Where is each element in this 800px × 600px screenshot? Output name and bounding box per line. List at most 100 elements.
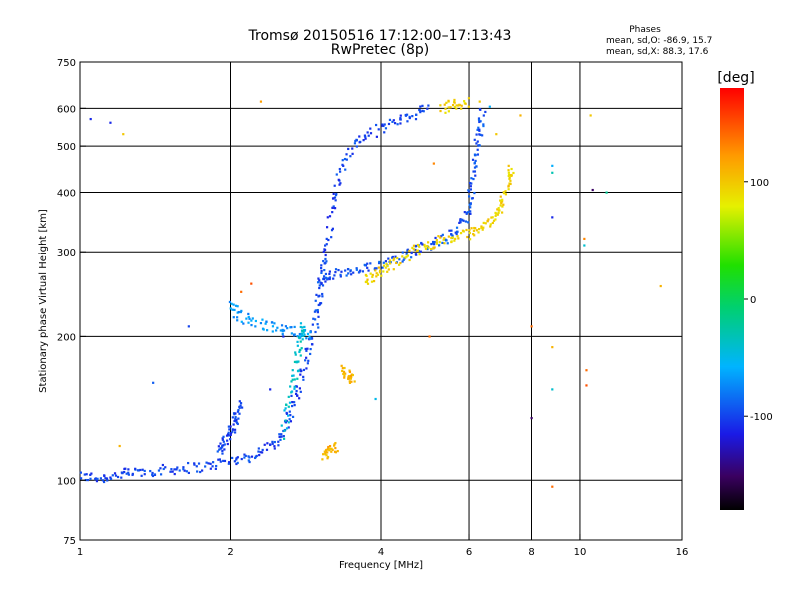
trace-1-point <box>467 211 470 214</box>
trace-0-point <box>127 473 130 476</box>
trace-2-point <box>437 235 440 238</box>
trace-0-point <box>127 468 130 471</box>
scatter-point-21 <box>659 284 662 288</box>
trace-6-point <box>341 369 344 373</box>
trace-1-point <box>405 252 408 255</box>
trace-0-point <box>259 451 262 454</box>
trace-2-point <box>472 232 475 236</box>
trace-0-point <box>364 135 367 138</box>
trace-0-point <box>288 410 291 413</box>
trace-0-point <box>254 456 257 460</box>
trace-1-point <box>458 221 461 224</box>
trace-5-point <box>293 385 296 388</box>
trace-0-point <box>333 184 336 187</box>
trace-1-point <box>478 128 481 131</box>
trace-8-point <box>238 400 241 403</box>
trace-1-point <box>347 272 350 275</box>
trace-0-point <box>334 199 337 202</box>
trace-8-point <box>238 412 241 415</box>
trace-5-point <box>291 369 294 372</box>
trace-2-point <box>507 171 510 174</box>
trace-0-point <box>170 468 173 471</box>
trace-0-point <box>89 473 92 477</box>
trace-7-point <box>321 458 324 461</box>
trace-6-point <box>349 374 353 378</box>
trace-0-point <box>173 468 176 471</box>
trace-6-point <box>343 376 346 379</box>
y-tick-label: 75 <box>63 536 76 547</box>
trace-5-point <box>287 405 290 408</box>
trace-8-point <box>223 448 226 451</box>
trace-0-point <box>414 118 418 121</box>
scatter-point-10 <box>583 244 586 247</box>
trace-0-point <box>316 323 319 326</box>
trace-8-point <box>236 422 239 426</box>
trace-1-point <box>470 182 473 185</box>
trace-2-point <box>371 275 374 278</box>
trace-1-point <box>441 233 444 236</box>
trace-0-point <box>317 326 320 329</box>
trace-0-point <box>392 119 395 122</box>
trace-0-point <box>399 117 402 120</box>
trace-2-point <box>470 227 473 230</box>
y-tick-label: 600 <box>57 104 76 115</box>
trace-3-point <box>445 101 448 104</box>
trace-5-point <box>293 387 296 390</box>
trace-0-point <box>309 352 312 356</box>
trace-5-point <box>302 331 305 334</box>
trace-2-point <box>382 270 385 273</box>
trace-0-point <box>347 147 350 151</box>
trace-0-point <box>222 459 225 463</box>
trace-2-point <box>387 268 390 271</box>
trace-8-point <box>241 406 244 409</box>
trace-8-point <box>221 449 224 453</box>
trace-1-point <box>474 174 477 177</box>
trace-0-point <box>125 472 128 475</box>
trace-4-point <box>280 324 284 327</box>
y-tick-label: 300 <box>57 248 76 259</box>
trace-2-point <box>389 259 392 262</box>
scatter-point-29 <box>478 100 481 103</box>
scatter-point-27 <box>118 444 121 448</box>
trace-0-point <box>159 467 162 470</box>
trace-1-point <box>441 241 444 245</box>
trace-2-point <box>429 247 433 251</box>
trace-0-point <box>353 142 357 145</box>
trace-8-point <box>217 445 220 448</box>
trace-1-point <box>433 240 436 244</box>
trace-0-point <box>422 110 425 113</box>
trace-5-point <box>296 377 299 380</box>
trace-2-point <box>456 235 459 238</box>
trace-1-point <box>340 270 343 273</box>
trace-3-point <box>455 107 458 110</box>
trace-1-point <box>366 266 369 269</box>
trace-1-point <box>481 134 484 137</box>
trace-1-point <box>474 159 477 163</box>
trace-0-point <box>325 260 328 263</box>
trace-6-point <box>342 372 345 376</box>
trace-0-point <box>366 131 369 134</box>
trace-0-point <box>391 120 394 123</box>
trace-1-point <box>479 108 482 111</box>
trace-0-point <box>248 456 251 459</box>
trace-6-point <box>351 373 354 377</box>
trace-0-point <box>204 465 207 468</box>
trace-1-point <box>421 243 424 246</box>
trace-2-point <box>510 167 513 171</box>
trace-4-point <box>305 337 308 340</box>
trace-2-point <box>453 239 456 242</box>
trace-0-point <box>323 277 326 281</box>
trace-2-point <box>397 263 401 266</box>
trace-0-point <box>103 474 106 477</box>
trace-2-point <box>480 225 483 228</box>
trace-0-point <box>396 123 399 126</box>
trace-0-point <box>266 442 269 445</box>
trace-0-point <box>383 131 386 134</box>
trace-1-point <box>366 262 369 265</box>
trace-4-point <box>234 304 238 307</box>
trace-7-point <box>330 447 333 450</box>
trace-4-point <box>309 337 312 340</box>
trace-0-point <box>212 461 215 464</box>
trace-1-point <box>482 123 485 126</box>
trace-4-point <box>236 305 239 308</box>
